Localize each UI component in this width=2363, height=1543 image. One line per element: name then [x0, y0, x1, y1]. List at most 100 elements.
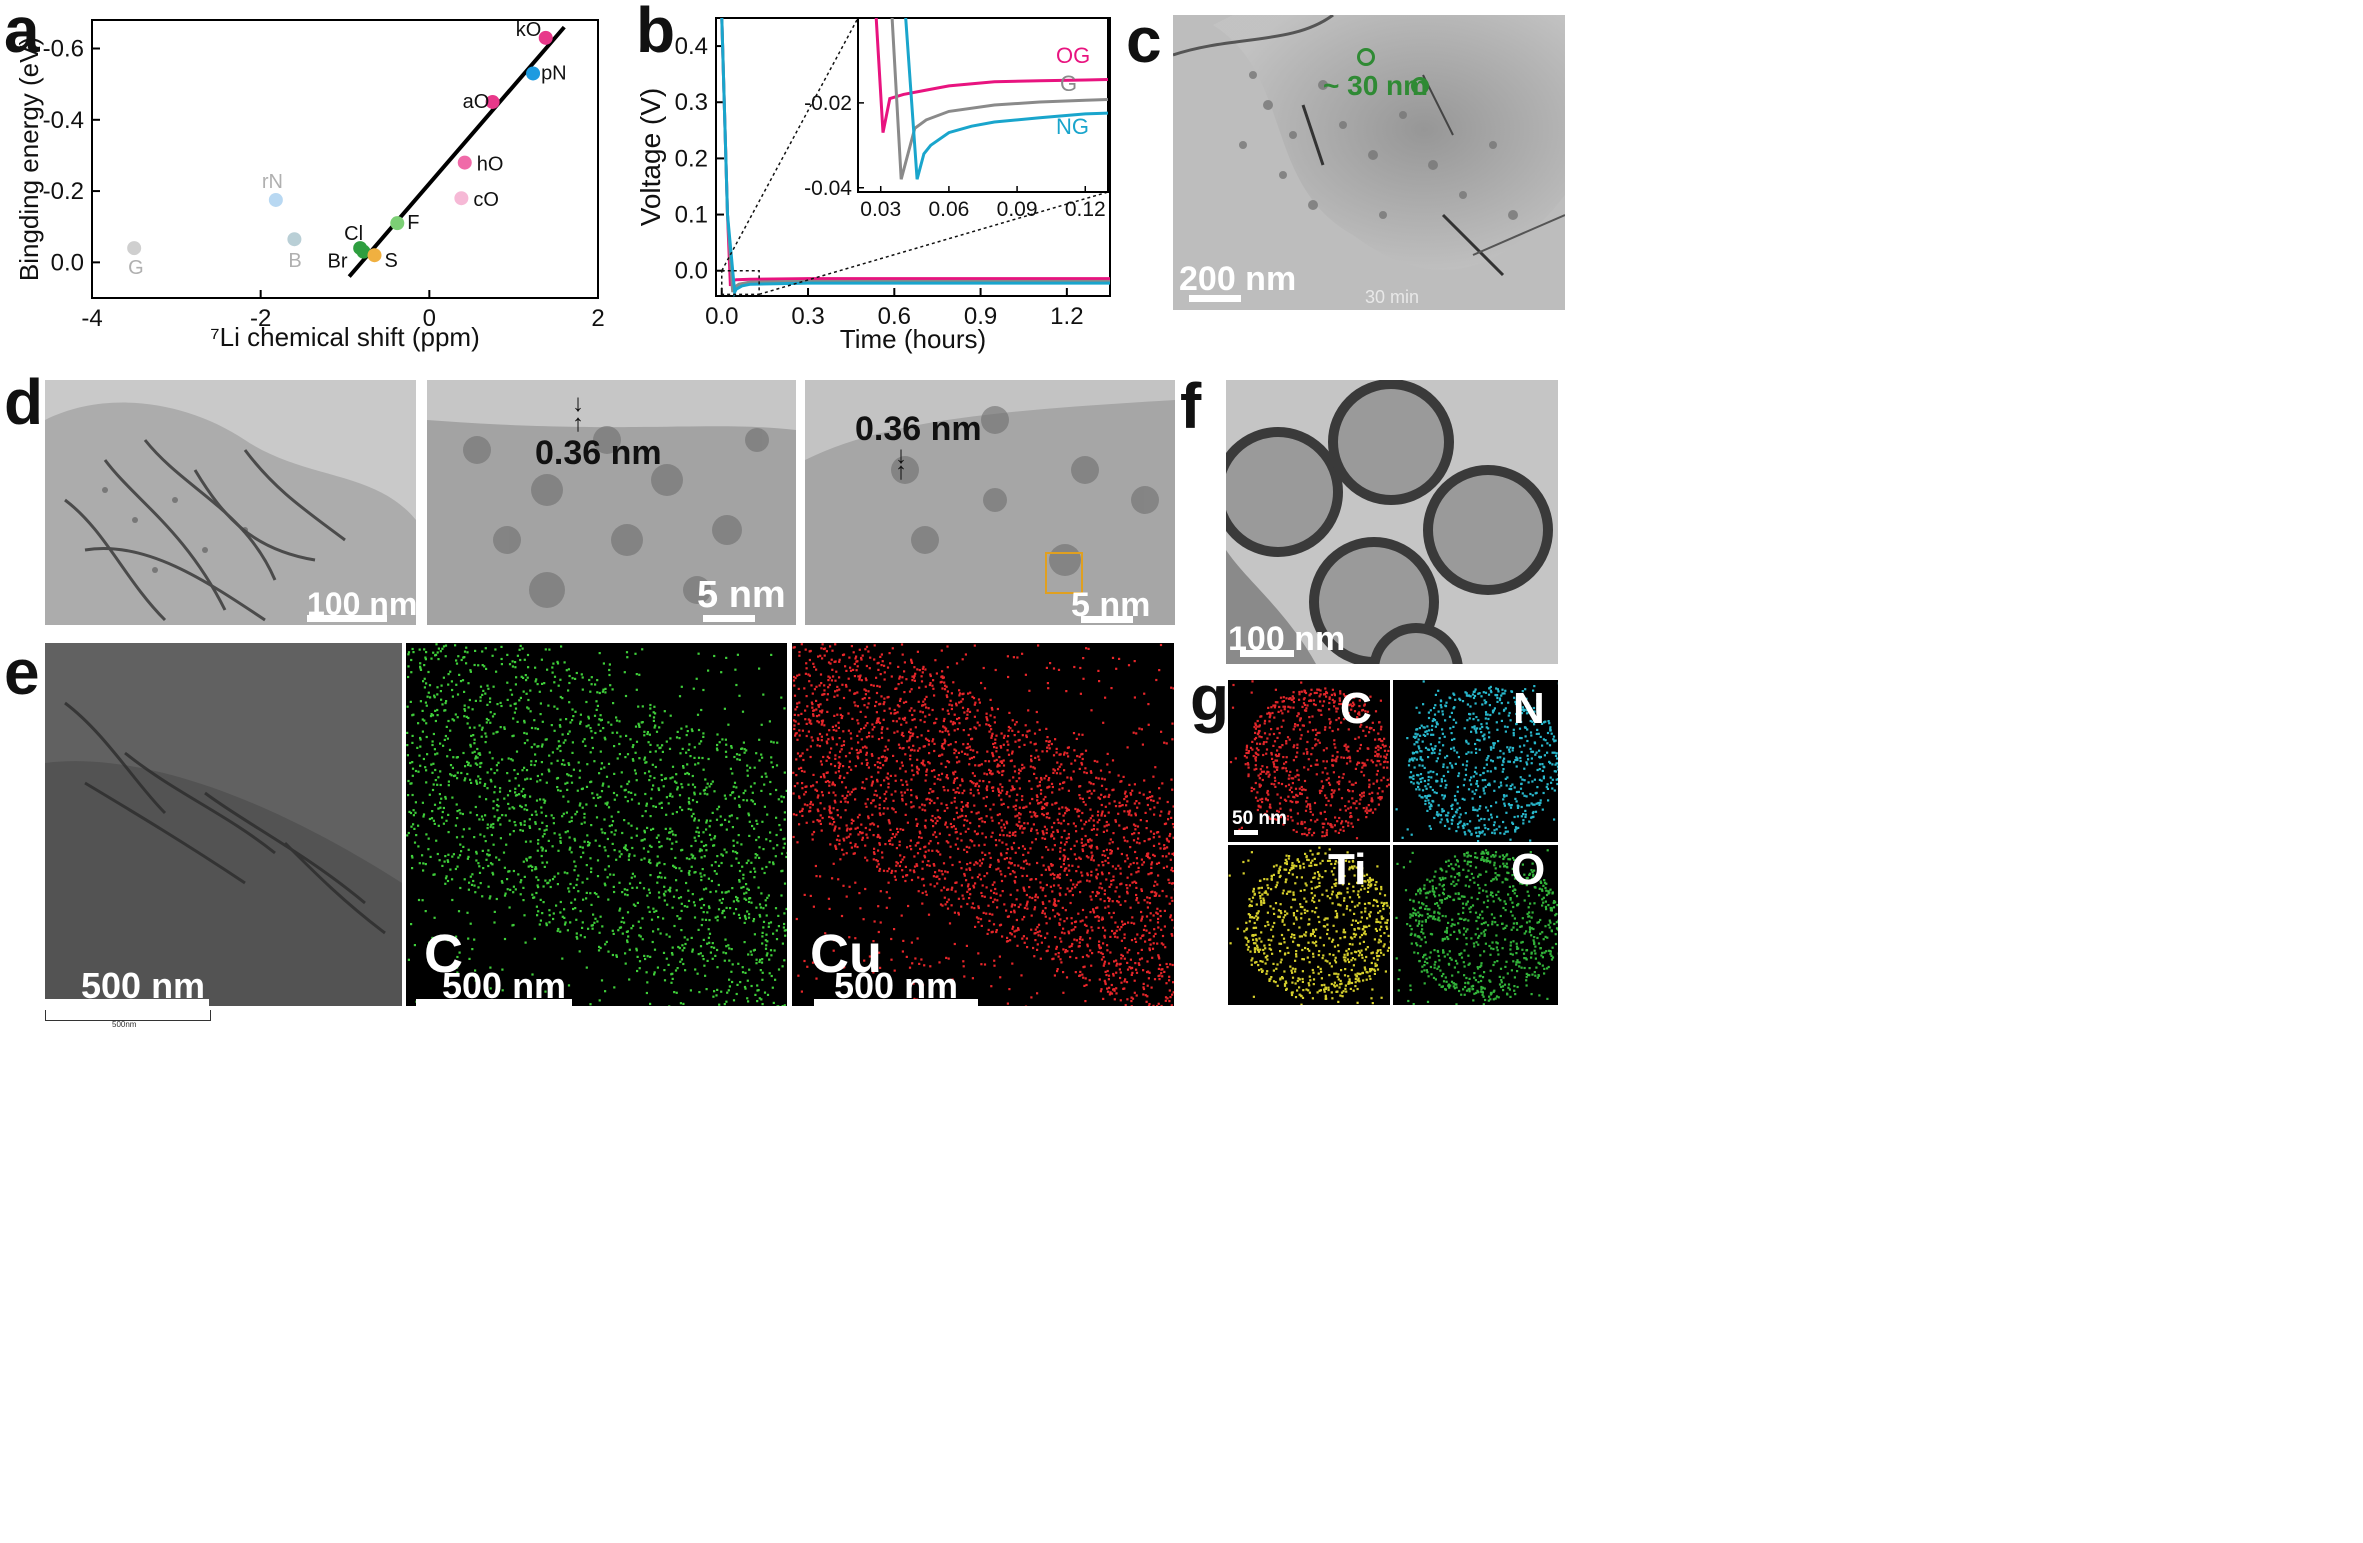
- point-label: F: [407, 212, 419, 234]
- arrow-down-icon: ↓: [572, 390, 584, 417]
- highlight-box: [1045, 552, 1083, 594]
- x-axis-label: Time (hours): [840, 324, 986, 354]
- arrow-up-icon: ↑: [572, 410, 584, 437]
- panel-letter-c: c: [1126, 4, 1162, 76]
- y-tick-label: -0.4: [43, 107, 84, 134]
- point-label: cO: [473, 189, 499, 211]
- y-axis-label: Bingding energy (eV): [14, 37, 44, 281]
- scatter-chart-binding-energy: -4 -2 0 2 -0.6 -0.4 -0.2 0.0 ⁷Li chemical shift …: [14, 19, 605, 352]
- legend-label: G: [1060, 71, 1077, 96]
- line-chart-voltage-time: 0.0 0.3 0.6 0.9 1.2 0.0 0.1 0.2 0.3 0.4 Time (hour…: [635, 17, 1111, 354]
- panel-letter-f: f: [1180, 370, 1202, 442]
- element-label: C: [424, 924, 463, 984]
- data-point: [526, 66, 541, 81]
- fit-line: [347, 25, 566, 278]
- y-tick-label: -0.2: [43, 178, 84, 205]
- element-label: Cu: [810, 924, 882, 984]
- data-point: [390, 216, 405, 231]
- x-tick-label: 2: [591, 305, 604, 332]
- element-label: C: [1340, 684, 1372, 733]
- eds-map-ti: Ti: [1228, 845, 1390, 1005]
- x-tick-label: -4: [81, 305, 102, 332]
- scale-label: 5 nm: [697, 574, 786, 616]
- scale-bar: [1081, 616, 1133, 623]
- inset-series-line: [874, 18, 1108, 133]
- data-point: [356, 244, 371, 259]
- point-label: Cl: [344, 223, 363, 245]
- x-tick-label: 1.2: [1050, 303, 1083, 330]
- panel-letter-b: b: [636, 0, 676, 66]
- point-label: Br: [328, 251, 348, 273]
- panel-letter-e: e: [4, 636, 40, 708]
- corner-text: 30 min: [1365, 287, 1420, 307]
- element-label: Ti: [1328, 845, 1367, 894]
- x-tick-label: 0.3: [791, 303, 824, 330]
- point-label: S: [385, 250, 398, 272]
- inset-x-tick-label: 0.09: [997, 198, 1038, 221]
- element-label: N: [1513, 684, 1545, 733]
- point-label: hO: [477, 154, 504, 176]
- lattice-spacing-label: 0.36 nm: [855, 410, 982, 448]
- arrow-down-icon: ↓: [895, 442, 907, 469]
- eds-map-copper: Cu 500 nm: [792, 643, 1174, 1006]
- lattice-spacing-label: 0.36 nm: [535, 434, 662, 472]
- data-point: [127, 241, 142, 256]
- scale-bar: [814, 999, 978, 1006]
- scale-bar: [703, 615, 755, 622]
- panel-letter-a: a: [4, 0, 40, 66]
- x-tick-label: 0: [423, 305, 436, 332]
- y-tick-label: 0.1: [675, 202, 708, 229]
- scale-bar: [1240, 650, 1294, 657]
- y-tick-label: 0.4: [675, 33, 708, 60]
- data-point: [287, 232, 302, 247]
- inset-x-tick-label: 0.06: [928, 198, 969, 221]
- scale-bar: [45, 999, 209, 1006]
- inset-x-tick-label: 0.12: [1065, 198, 1106, 221]
- scale-label: 200 nm: [1179, 260, 1297, 298]
- point-label: B: [288, 250, 301, 272]
- panel-letter-d: d: [4, 366, 44, 438]
- scale-bar: [416, 999, 572, 1006]
- x-axis-label: ⁷Li chemical shift (ppm): [210, 322, 479, 352]
- eds-map-o: O: [1393, 845, 1558, 1005]
- legend-label: NG: [1056, 114, 1089, 139]
- arrow-up-icon: ↑: [895, 458, 907, 485]
- eds-map-carbon: C 500 nm: [406, 643, 787, 1006]
- y-tick-label: 0.3: [675, 89, 708, 116]
- y-tick-label: -0.6: [43, 36, 84, 63]
- zoom-guide: [758, 191, 1109, 296]
- inset-series-line: [904, 18, 1108, 180]
- scale-bar: [1234, 830, 1258, 835]
- tem-image-d1: 100 nm: [45, 380, 416, 625]
- point-label: G: [128, 257, 144, 279]
- hrtem-image-d3: 0.36 nm ↓ ↑ 5 nm: [805, 380, 1175, 625]
- inset-series-line: [890, 18, 1108, 180]
- series-line: [720, 17, 1110, 298]
- eds-map-n: N: [1393, 680, 1558, 842]
- tem-image-c: ~ 30 nm 200 nm 30 min: [1173, 15, 1565, 310]
- data-point: [485, 94, 500, 109]
- data-point: [268, 192, 283, 207]
- y-tick-label: 0.0: [675, 258, 708, 285]
- point-label: kO: [516, 19, 542, 41]
- data-point: [538, 30, 553, 45]
- size-annotation: ~ 30 nm: [1323, 70, 1429, 101]
- point-label: pN: [541, 62, 567, 84]
- nanoparticle-marker: [1357, 48, 1375, 66]
- data-point: [367, 248, 382, 263]
- x-tick-label: 0.9: [964, 303, 997, 330]
- y-axis-label: Voltage (V): [635, 88, 666, 227]
- y-tick-label: 0.2: [675, 145, 708, 172]
- ruler: [45, 1010, 211, 1021]
- x-tick-label: 0.6: [878, 303, 911, 330]
- data-point: [457, 155, 472, 170]
- legend-label: OG: [1056, 43, 1090, 68]
- point-label: rN: [262, 171, 283, 193]
- point-label: aO: [463, 91, 490, 113]
- inset-y-tick-label: -0.04: [804, 177, 852, 200]
- sem-image-e1: 500 nm: [45, 643, 402, 1006]
- nanoparticle-marker: [1411, 77, 1429, 95]
- scale-bar: [1189, 295, 1241, 302]
- eds-map-c: C 50 nm: [1228, 680, 1390, 842]
- scale-bar: [307, 615, 387, 622]
